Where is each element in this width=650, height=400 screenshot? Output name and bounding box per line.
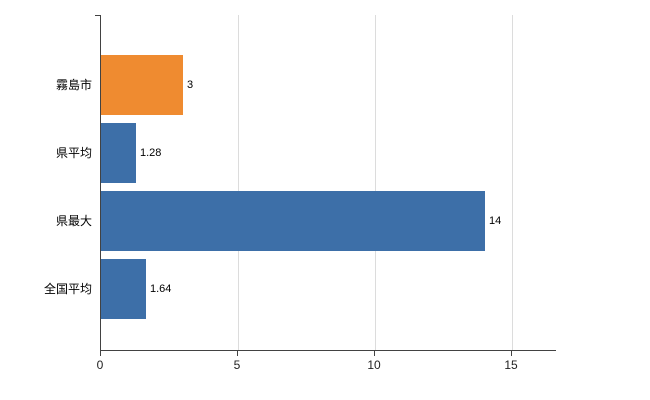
bar-全国平均 xyxy=(101,259,146,319)
value-axis-tick xyxy=(100,351,101,356)
plot-area: 3 1.28 14 1.64 xyxy=(100,15,556,351)
bar-row: 1.28 xyxy=(101,123,556,183)
gridline xyxy=(375,15,376,350)
bar-row: 14 xyxy=(101,191,556,251)
bar-県最大 xyxy=(101,191,485,251)
category-label-県平均: 県平均 xyxy=(55,146,92,160)
value-axis-tick xyxy=(374,351,375,356)
bar-県平均 xyxy=(101,123,136,183)
value-axis-tick-label: 5 xyxy=(233,358,241,372)
value-label: 3 xyxy=(187,79,194,91)
bar-row: 1.64 xyxy=(101,259,556,319)
value-axis-tick-label: 0 xyxy=(96,358,104,372)
value-axis-tick xyxy=(511,351,512,356)
value-label: 14 xyxy=(489,215,502,227)
bar-row: 3 xyxy=(101,55,556,115)
value-label: 1.28 xyxy=(140,147,162,159)
value-axis-tick-label: 15 xyxy=(504,358,518,372)
gridline xyxy=(238,15,239,350)
category-label-全国平均: 全国平均 xyxy=(43,282,92,296)
value-label: 1.64 xyxy=(150,283,172,295)
bar-霧島市 xyxy=(101,55,183,115)
category-axis-tick xyxy=(95,15,100,16)
value-axis-tick-label: 10 xyxy=(367,358,381,372)
category-label-霧島市: 霧島市 xyxy=(55,78,92,92)
value-axis-tick xyxy=(237,351,238,356)
category-label-県最大: 県最大 xyxy=(55,214,92,228)
gridline xyxy=(512,15,513,350)
